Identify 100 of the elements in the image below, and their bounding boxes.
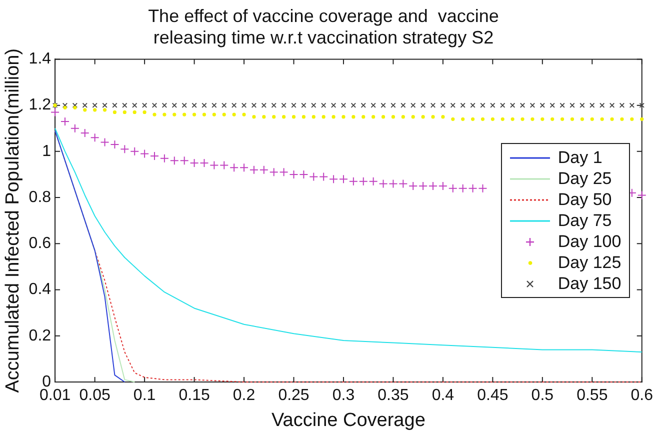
point: [269, 168, 278, 177]
point: [291, 102, 296, 108]
legend-label: Day 100: [558, 231, 622, 252]
point: [338, 174, 348, 184]
y-tick-label: 0.8: [28, 188, 52, 206]
point: [120, 144, 130, 154]
legend-label: Day 1: [558, 147, 602, 168]
point: [470, 102, 476, 108]
x-tick-label: 0.45: [477, 387, 508, 404]
point: [150, 152, 160, 161]
point: [130, 146, 140, 156]
point: [102, 102, 108, 108]
point: [271, 102, 276, 108]
x-tick-label: 0.3: [332, 387, 355, 404]
point: [368, 176, 378, 186]
point: [192, 102, 197, 108]
point: [378, 179, 388, 188]
point: [609, 102, 615, 108]
point: [90, 133, 100, 142]
point: [82, 102, 88, 108]
point: [637, 190, 646, 200]
point: [398, 179, 408, 188]
point: [400, 102, 406, 108]
point: [299, 170, 308, 179]
point: [261, 102, 267, 108]
point: [122, 102, 128, 108]
point: [500, 102, 506, 108]
point: [112, 102, 118, 108]
point: [249, 165, 258, 174]
point: [448, 184, 458, 193]
point: [360, 102, 366, 108]
point: [240, 163, 249, 172]
point: [530, 102, 536, 108]
point: [408, 182, 418, 191]
point: [311, 102, 316, 108]
point: [450, 102, 456, 108]
point: [458, 184, 468, 193]
point: [550, 102, 555, 108]
point: [251, 102, 257, 108]
point: [170, 156, 179, 166]
point: [172, 102, 178, 108]
point: [438, 182, 448, 191]
point: [348, 176, 358, 186]
point: [468, 184, 478, 193]
y-axis-title: Accumulated Infected Population(million): [2, 48, 24, 393]
chart-title: The effect of vaccine coverage and vaccine releasing time w.r.t vaccination strategy S2: [148, 6, 499, 48]
y-tick-label: 1: [42, 142, 52, 160]
legend-label: Day 125: [558, 252, 622, 274]
legend-label: Day 75: [558, 210, 612, 232]
point: [330, 102, 336, 108]
point: [132, 102, 138, 108]
x-axis-title: Vaccine Coverage: [272, 410, 426, 431]
point: [599, 102, 605, 108]
legend-label: Day 150: [558, 273, 622, 294]
x-tick-label: 0.15: [178, 387, 210, 404]
point: [510, 102, 516, 108]
point: [320, 102, 326, 108]
point: [212, 102, 217, 108]
point: [309, 172, 318, 182]
point: [182, 102, 187, 108]
point: [50, 108, 60, 117]
point: [480, 102, 486, 108]
point: [388, 179, 398, 188]
point: [70, 124, 80, 133]
x-tick-label: 0.1: [133, 387, 156, 404]
point: [490, 102, 496, 108]
point: [80, 128, 90, 138]
point: [540, 102, 546, 108]
point: [590, 102, 595, 108]
point: [380, 102, 386, 108]
x-tick-label: 0.4: [432, 387, 454, 404]
y-tick-label: 1.2: [28, 96, 52, 114]
point: [428, 182, 438, 191]
point: [92, 102, 98, 108]
point: [259, 165, 268, 174]
x-tick-label: 0.05: [79, 387, 110, 404]
y-tick-label: 0.2: [28, 327, 52, 344]
point: [230, 163, 239, 172]
point: [329, 174, 338, 184]
point: [60, 116, 70, 126]
point: [580, 102, 585, 108]
x-tick-label: 0.6: [630, 387, 654, 404]
point: [629, 102, 635, 108]
point: [72, 102, 78, 108]
point: [460, 102, 466, 108]
point: [100, 138, 110, 147]
point: [110, 140, 120, 150]
y-tick-label: 1.4: [28, 50, 52, 68]
x-tick-label: 0.5: [531, 387, 554, 404]
point: [420, 102, 426, 108]
point: [418, 182, 428, 191]
point: [570, 102, 575, 108]
point: [241, 102, 247, 108]
point: [410, 102, 416, 108]
point: [231, 102, 237, 108]
point: [140, 149, 150, 158]
legend-label: Day 25: [558, 168, 612, 190]
point: [279, 168, 288, 177]
point: [350, 102, 356, 108]
point: [152, 102, 158, 108]
